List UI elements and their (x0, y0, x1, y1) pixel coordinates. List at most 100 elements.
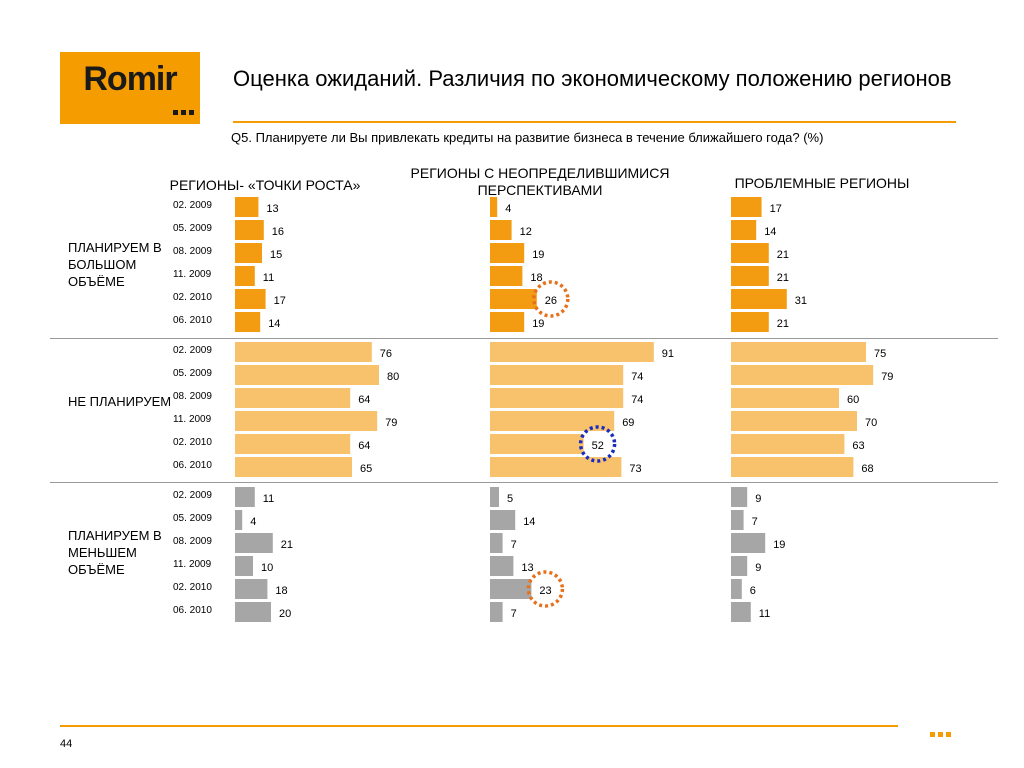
data-label: 9 (755, 493, 761, 505)
data-label: 11 (263, 493, 274, 505)
data-label: 69 (622, 417, 634, 429)
bar (731, 388, 839, 408)
data-label: 7 (511, 539, 517, 551)
data-label: 64 (358, 394, 370, 406)
bar (731, 289, 787, 309)
group-label-not-plan: НЕ ПЛАНИРУЕМ (68, 394, 172, 409)
bar (490, 342, 654, 362)
data-label: 19 (532, 249, 544, 261)
footer-dots (930, 724, 954, 742)
bar (490, 289, 537, 309)
data-label: 70 (865, 417, 877, 429)
bar (235, 388, 351, 408)
data-label: 60 (847, 394, 859, 406)
bar (235, 266, 255, 286)
date-label: 02. 2010 (173, 437, 212, 448)
bar (235, 457, 352, 477)
bar (731, 487, 748, 507)
data-label: 21 (777, 249, 789, 261)
data-label: 5 (507, 493, 513, 505)
bar (490, 220, 512, 240)
date-label: 11. 2009 (173, 559, 212, 570)
group-label-plan-less: ПЛАНИРУЕМ В МЕНЬШЕМ ОБЪЁМЕ (68, 528, 162, 577)
date-label: 06. 2010 (173, 315, 212, 326)
bar (731, 411, 857, 431)
bar (235, 579, 268, 599)
bar (235, 556, 253, 576)
data-label: 75 (874, 348, 886, 360)
data-label: 91 (662, 348, 674, 360)
data-label: 19 (532, 318, 544, 330)
highlight-circle (532, 280, 570, 318)
data-label: 9 (755, 562, 761, 574)
logo-text: Romir (83, 60, 177, 98)
bar (490, 388, 624, 408)
date-label: 05. 2009 (173, 513, 212, 524)
data-label: 23 (539, 585, 551, 597)
date-label: 11. 2009 (173, 414, 212, 425)
date-label: 11. 2009 (173, 269, 212, 280)
data-label: 14 (764, 226, 776, 238)
column-header-undecided: РЕГИОНЫ С НЕОПРЕДЕЛИВШИМИСЯ ПЕРСПЕКТИВАМ… (410, 165, 670, 198)
data-label: 11 (759, 608, 770, 620)
column-header-growth: РЕГИОНЫ- «ТОЧКИ РОСТА» (169, 177, 361, 193)
data-label: 21 (777, 318, 789, 330)
bar (235, 411, 378, 431)
title-divider (233, 121, 956, 123)
data-label: 15 (270, 249, 282, 261)
data-label: 14 (268, 318, 280, 330)
data-label: 7 (752, 516, 758, 528)
data-label: 11 (263, 272, 274, 284)
bar (490, 312, 525, 332)
data-label: 10 (261, 562, 273, 574)
date-label: 05. 2009 (173, 223, 212, 234)
data-label: 4 (250, 516, 256, 528)
bar (731, 197, 762, 217)
bar (731, 220, 757, 240)
bar (490, 365, 624, 385)
data-label: 18 (275, 585, 287, 597)
bar (235, 365, 379, 385)
bar (235, 220, 264, 240)
data-label: 74 (631, 371, 643, 383)
date-label: 08. 2009 (173, 246, 212, 257)
data-label: 79 (881, 371, 893, 383)
date-label: 02. 2010 (173, 582, 212, 593)
data-label: 74 (631, 394, 643, 406)
data-label: 31 (795, 295, 807, 307)
data-label: 19 (773, 539, 785, 551)
page-number: 44 (60, 738, 73, 750)
bar (731, 243, 769, 263)
highlight-circle (578, 425, 617, 463)
data-label: 64 (358, 440, 370, 452)
bar (731, 533, 766, 553)
romir-logo: Romir (60, 52, 200, 124)
question-text: Q5. Планируете ли Вы привлекать кредиты … (231, 130, 824, 145)
data-label: 13 (521, 562, 533, 574)
bar (235, 533, 273, 553)
data-label: 21 (281, 539, 293, 551)
data-label: 17 (770, 203, 782, 215)
data-label: 73 (629, 463, 641, 475)
data-label: 52 (592, 440, 604, 452)
footer-divider (60, 725, 898, 727)
bar (235, 602, 271, 622)
bar (490, 457, 622, 477)
data-label: 21 (777, 272, 789, 284)
group-label-plan-more: ПЛАНИРУЕМ В БОЛЬШОМ ОБЪЁМЕ (68, 240, 162, 289)
bar (731, 556, 748, 576)
date-label: 02. 2010 (173, 292, 212, 303)
data-label: 20 (279, 608, 291, 620)
bar (490, 510, 516, 530)
date-label: 02. 2009 (173, 345, 212, 356)
bar (490, 243, 525, 263)
data-label: 80 (387, 371, 399, 383)
bar (731, 434, 845, 454)
data-label: 17 (274, 295, 286, 307)
data-label: 79 (385, 417, 397, 429)
group-separator (50, 482, 998, 483)
bar (235, 243, 262, 263)
group-separator (50, 338, 998, 339)
bar (731, 342, 866, 362)
logo-dots (173, 102, 197, 120)
